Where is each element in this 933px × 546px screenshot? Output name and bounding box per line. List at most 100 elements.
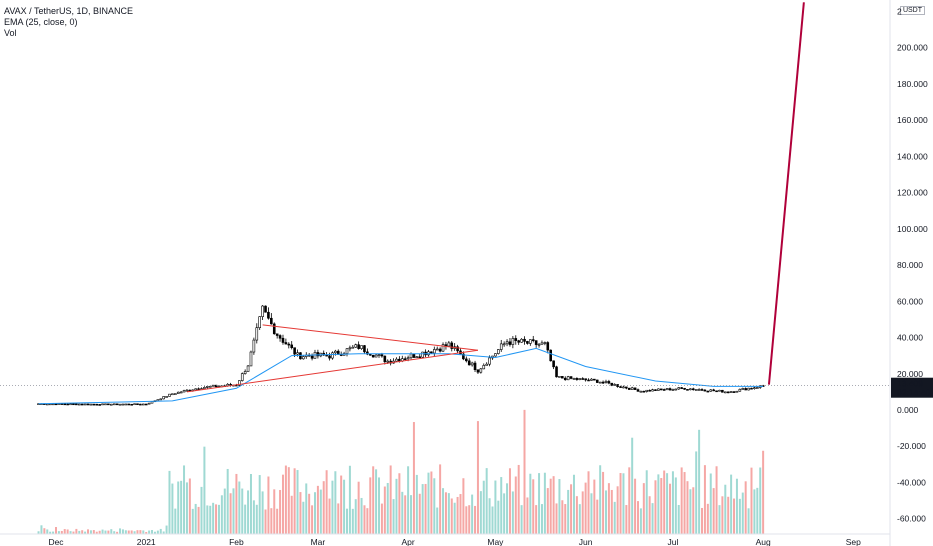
volume-bar (407, 466, 410, 534)
candle-body (706, 390, 710, 393)
candle-body (517, 340, 520, 343)
candle-body (348, 347, 352, 350)
candle-body (409, 353, 413, 359)
volume-bar (98, 530, 101, 534)
candle-body (674, 388, 678, 391)
candle-body (648, 389, 651, 392)
candle-body (258, 316, 262, 329)
volume-bar (87, 529, 90, 534)
volume-bar (619, 473, 622, 534)
volume-bar (148, 530, 151, 534)
volume-bar (474, 505, 477, 534)
candle-body (726, 391, 730, 394)
candle-body (636, 389, 640, 392)
volume-bar (471, 494, 474, 534)
volume-bar (639, 508, 642, 534)
candle-body (182, 390, 186, 393)
candle-body (371, 354, 375, 358)
last-price-value: 13.409 (897, 379, 923, 389)
volume-bar (695, 451, 698, 534)
volume-bar (511, 491, 514, 534)
candle-body (395, 358, 398, 362)
volume-bar (375, 469, 378, 534)
candle-body (665, 388, 669, 391)
candle-body (272, 323, 276, 335)
volume-bar (270, 508, 273, 534)
candle-body (552, 360, 555, 368)
candle-body (529, 339, 532, 344)
candle-body (360, 345, 363, 349)
volume-bar (479, 491, 482, 534)
candle-body (438, 348, 442, 352)
volume-bar (156, 530, 159, 534)
candle-body (456, 346, 459, 352)
candle-body (92, 403, 96, 406)
volume-bar (572, 474, 575, 534)
x-tick-label: Aug (756, 537, 771, 546)
candle-body (124, 403, 128, 406)
candle-body (430, 351, 433, 354)
volume-bar (395, 478, 398, 534)
y-tick-label: -60.000 (897, 514, 926, 524)
volume-bar (104, 530, 107, 534)
candle-body (127, 403, 131, 406)
volume-bar (584, 482, 587, 534)
volume-bar (564, 504, 567, 534)
candle-body (275, 333, 279, 336)
volume-bar (637, 501, 639, 534)
volume-bar (747, 508, 750, 534)
volume-bar (354, 499, 357, 534)
volume-bar (709, 473, 712, 534)
volume-bar (570, 484, 573, 534)
candle-body (83, 403, 87, 406)
x-tick-label: Feb (229, 537, 244, 546)
volume-bar (293, 468, 296, 534)
candle-body (654, 389, 657, 391)
candle-body (109, 403, 113, 406)
volume-bar (151, 530, 154, 534)
volume-bar (153, 531, 156, 534)
volume-bar (325, 470, 328, 534)
volume-bar (625, 505, 628, 534)
y-tick-label: 100.000 (897, 224, 928, 234)
candle-body (238, 380, 241, 386)
volume-bar (244, 504, 247, 534)
volume-bar (296, 470, 299, 534)
volume-bar (552, 476, 555, 534)
volume-bar (107, 530, 110, 534)
volume-indicator-label[interactable]: Vol (4, 28, 17, 38)
y-tick-label: 60.000 (897, 296, 923, 306)
candle-body (418, 356, 422, 359)
volume-bar (308, 493, 311, 534)
candle-body (345, 348, 349, 354)
volume-bar (81, 530, 84, 534)
candle-body (651, 389, 654, 392)
last-price-badge-bg (891, 377, 933, 398)
candle-body (374, 354, 378, 358)
candle-body (144, 403, 148, 406)
candle-body (168, 393, 171, 397)
volume-bar (514, 476, 517, 534)
volume-bar (346, 508, 348, 534)
ema-indicator-label[interactable]: EMA (25, close, 0) (4, 17, 78, 27)
volume-bar (217, 504, 220, 534)
volume-bar (721, 496, 724, 534)
candle-body (738, 388, 742, 392)
candle-body (69, 403, 72, 406)
currency-label[interactable]: USDT (899, 6, 925, 15)
volume-bar (305, 483, 308, 534)
candle-body (709, 389, 713, 392)
volume-bar (273, 489, 276, 534)
volume-bar (506, 483, 509, 534)
volume-bar (203, 446, 206, 534)
candle-body (270, 317, 273, 325)
volume-bar (276, 508, 279, 534)
symbol-title[interactable]: AVAX / TetherUS, 1D, BINANCE (4, 6, 134, 16)
volume-bar (753, 489, 756, 534)
volume-bar (378, 477, 381, 534)
candle-body (482, 365, 486, 370)
candle-body (165, 396, 168, 398)
volume-bar (444, 492, 447, 534)
volume-bar (319, 489, 322, 534)
